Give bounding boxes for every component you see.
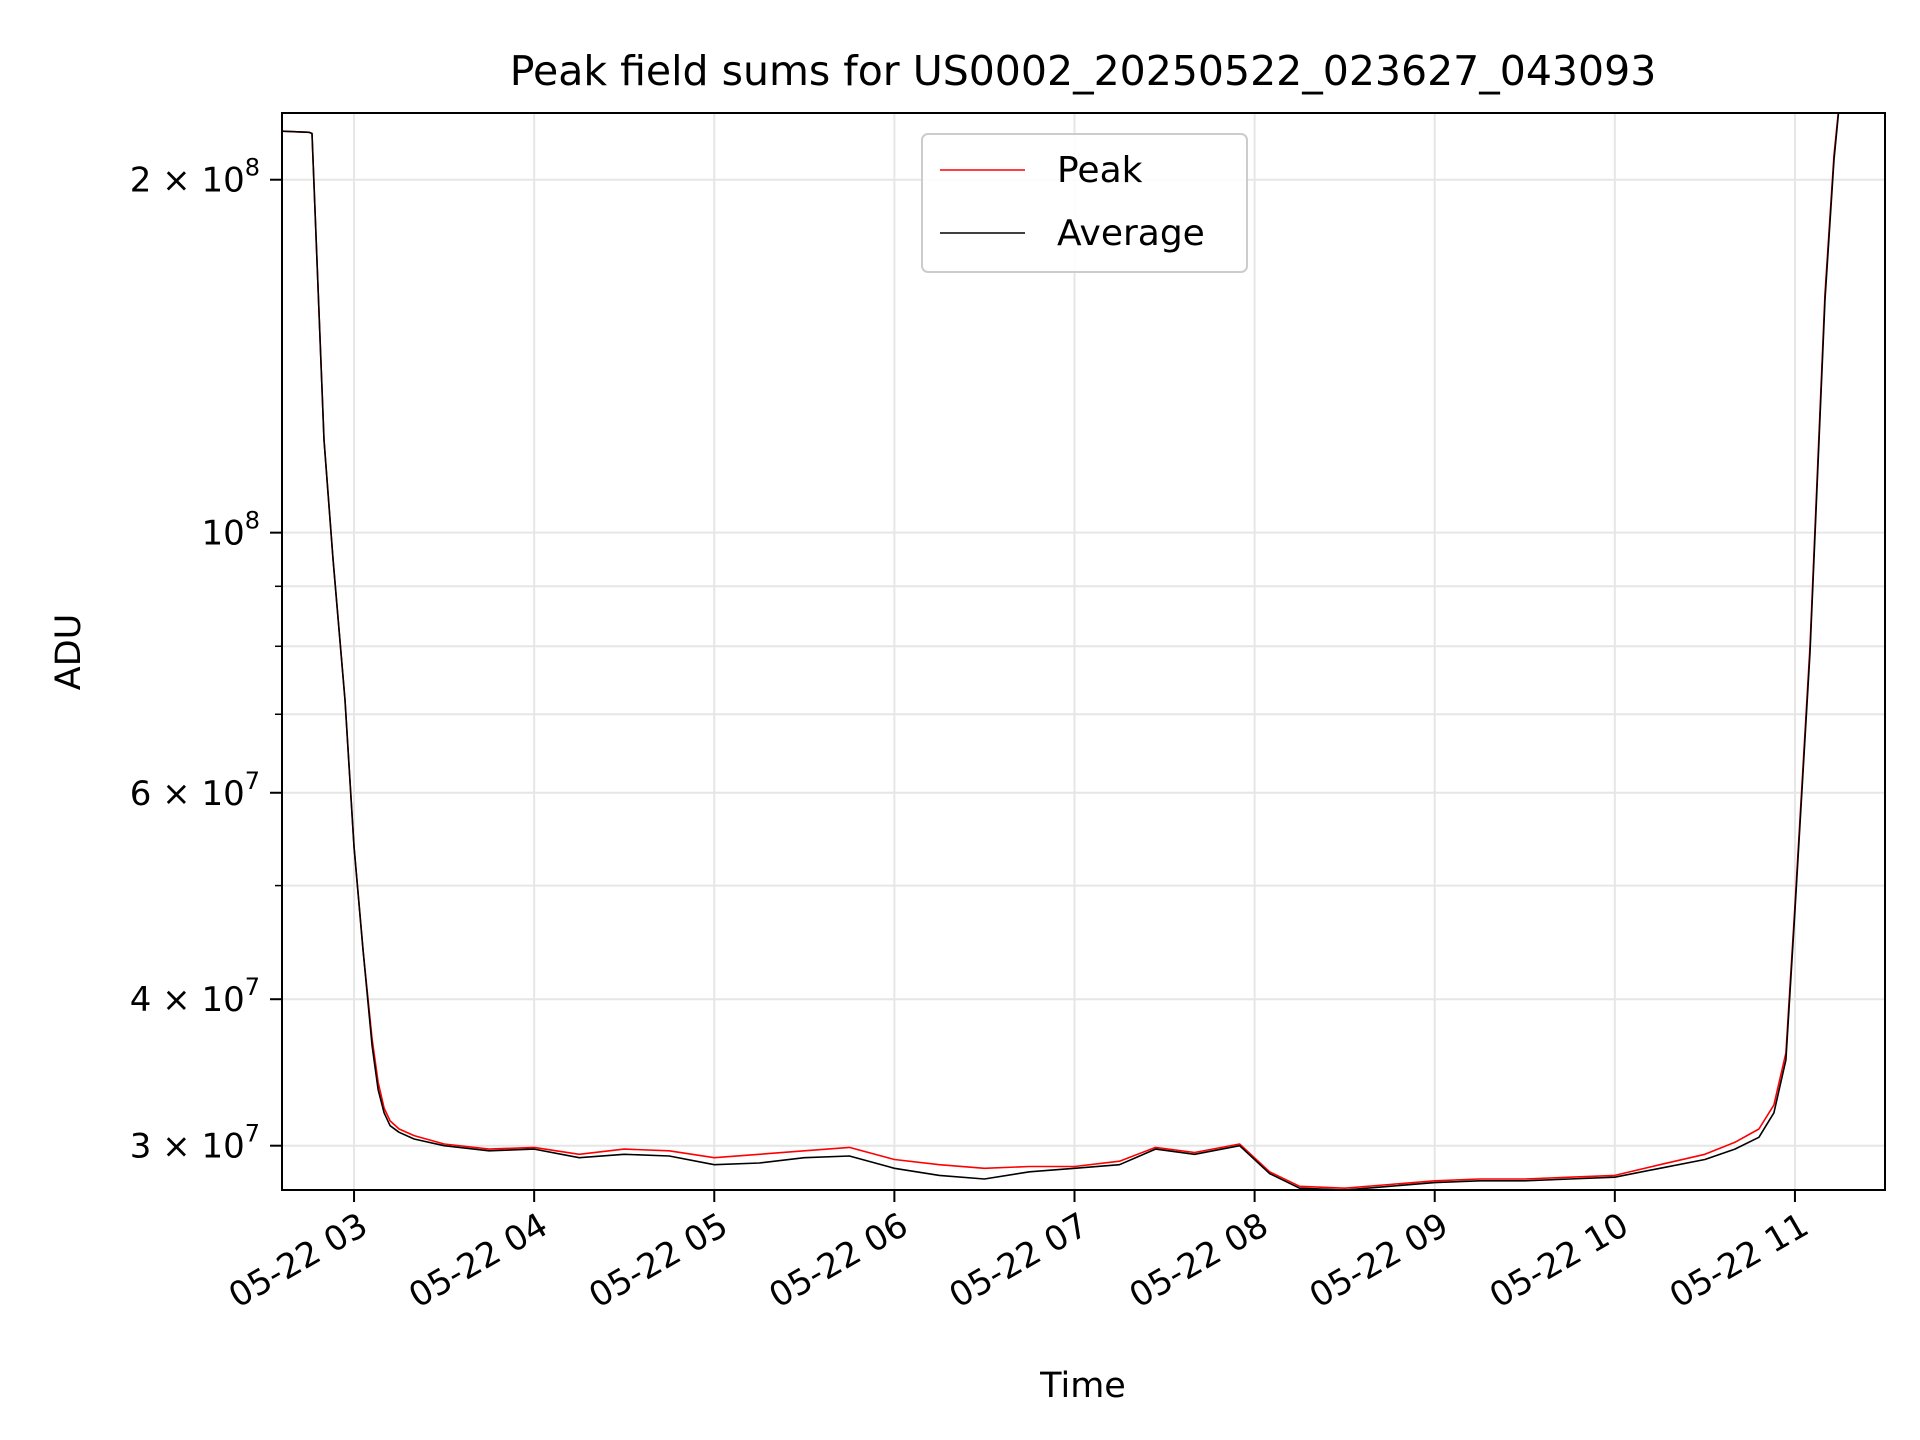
y-tick-label: 6 × 107: [130, 767, 260, 814]
y-tick-times: × 10: [151, 774, 244, 814]
y-tick-exponent: 7: [245, 973, 260, 1001]
y-axis-title: ADU: [49, 614, 89, 691]
y-tick-times: × 10: [151, 1127, 244, 1167]
y-tick-exponent: 8: [245, 507, 260, 535]
series-layer: [282, 113, 1840, 1190]
x-axis-title: Time: [1039, 1366, 1126, 1406]
grid: [282, 113, 1885, 1190]
y-tick-coef: 6: [130, 774, 152, 814]
series-line-peak: [282, 113, 1840, 1189]
chart-title: Peak field sums for US0002_20250522_0236…: [510, 47, 1657, 95]
y-tick-times: × 10: [151, 980, 244, 1020]
series-line-average: [282, 113, 1840, 1190]
y-tick-label: 4 × 107: [130, 973, 260, 1020]
y-tick-exponent: 7: [245, 1120, 260, 1148]
legend-box: [921, 133, 1248, 273]
y-tick-label: 2 × 108: [130, 154, 260, 201]
legend-label-peak: Peak: [1057, 150, 1143, 191]
y-tick-label: 108: [201, 507, 260, 554]
legend: Peak Average: [921, 133, 1248, 273]
y-tick-coef: 3: [130, 1127, 152, 1167]
y-tick-base: 10: [201, 514, 244, 554]
y-tick-coef: 2: [130, 161, 152, 201]
plot-frame: [281, 112, 1886, 1191]
y-tick-label: 3 × 107: [130, 1120, 260, 1167]
y-tick-exponent: 8: [245, 154, 260, 182]
legend-label-average: Average: [1057, 213, 1205, 254]
y-tick-times: × 10: [151, 161, 244, 201]
y-tick-coef: 4: [130, 980, 152, 1020]
y-tick-exponent: 7: [245, 767, 260, 795]
